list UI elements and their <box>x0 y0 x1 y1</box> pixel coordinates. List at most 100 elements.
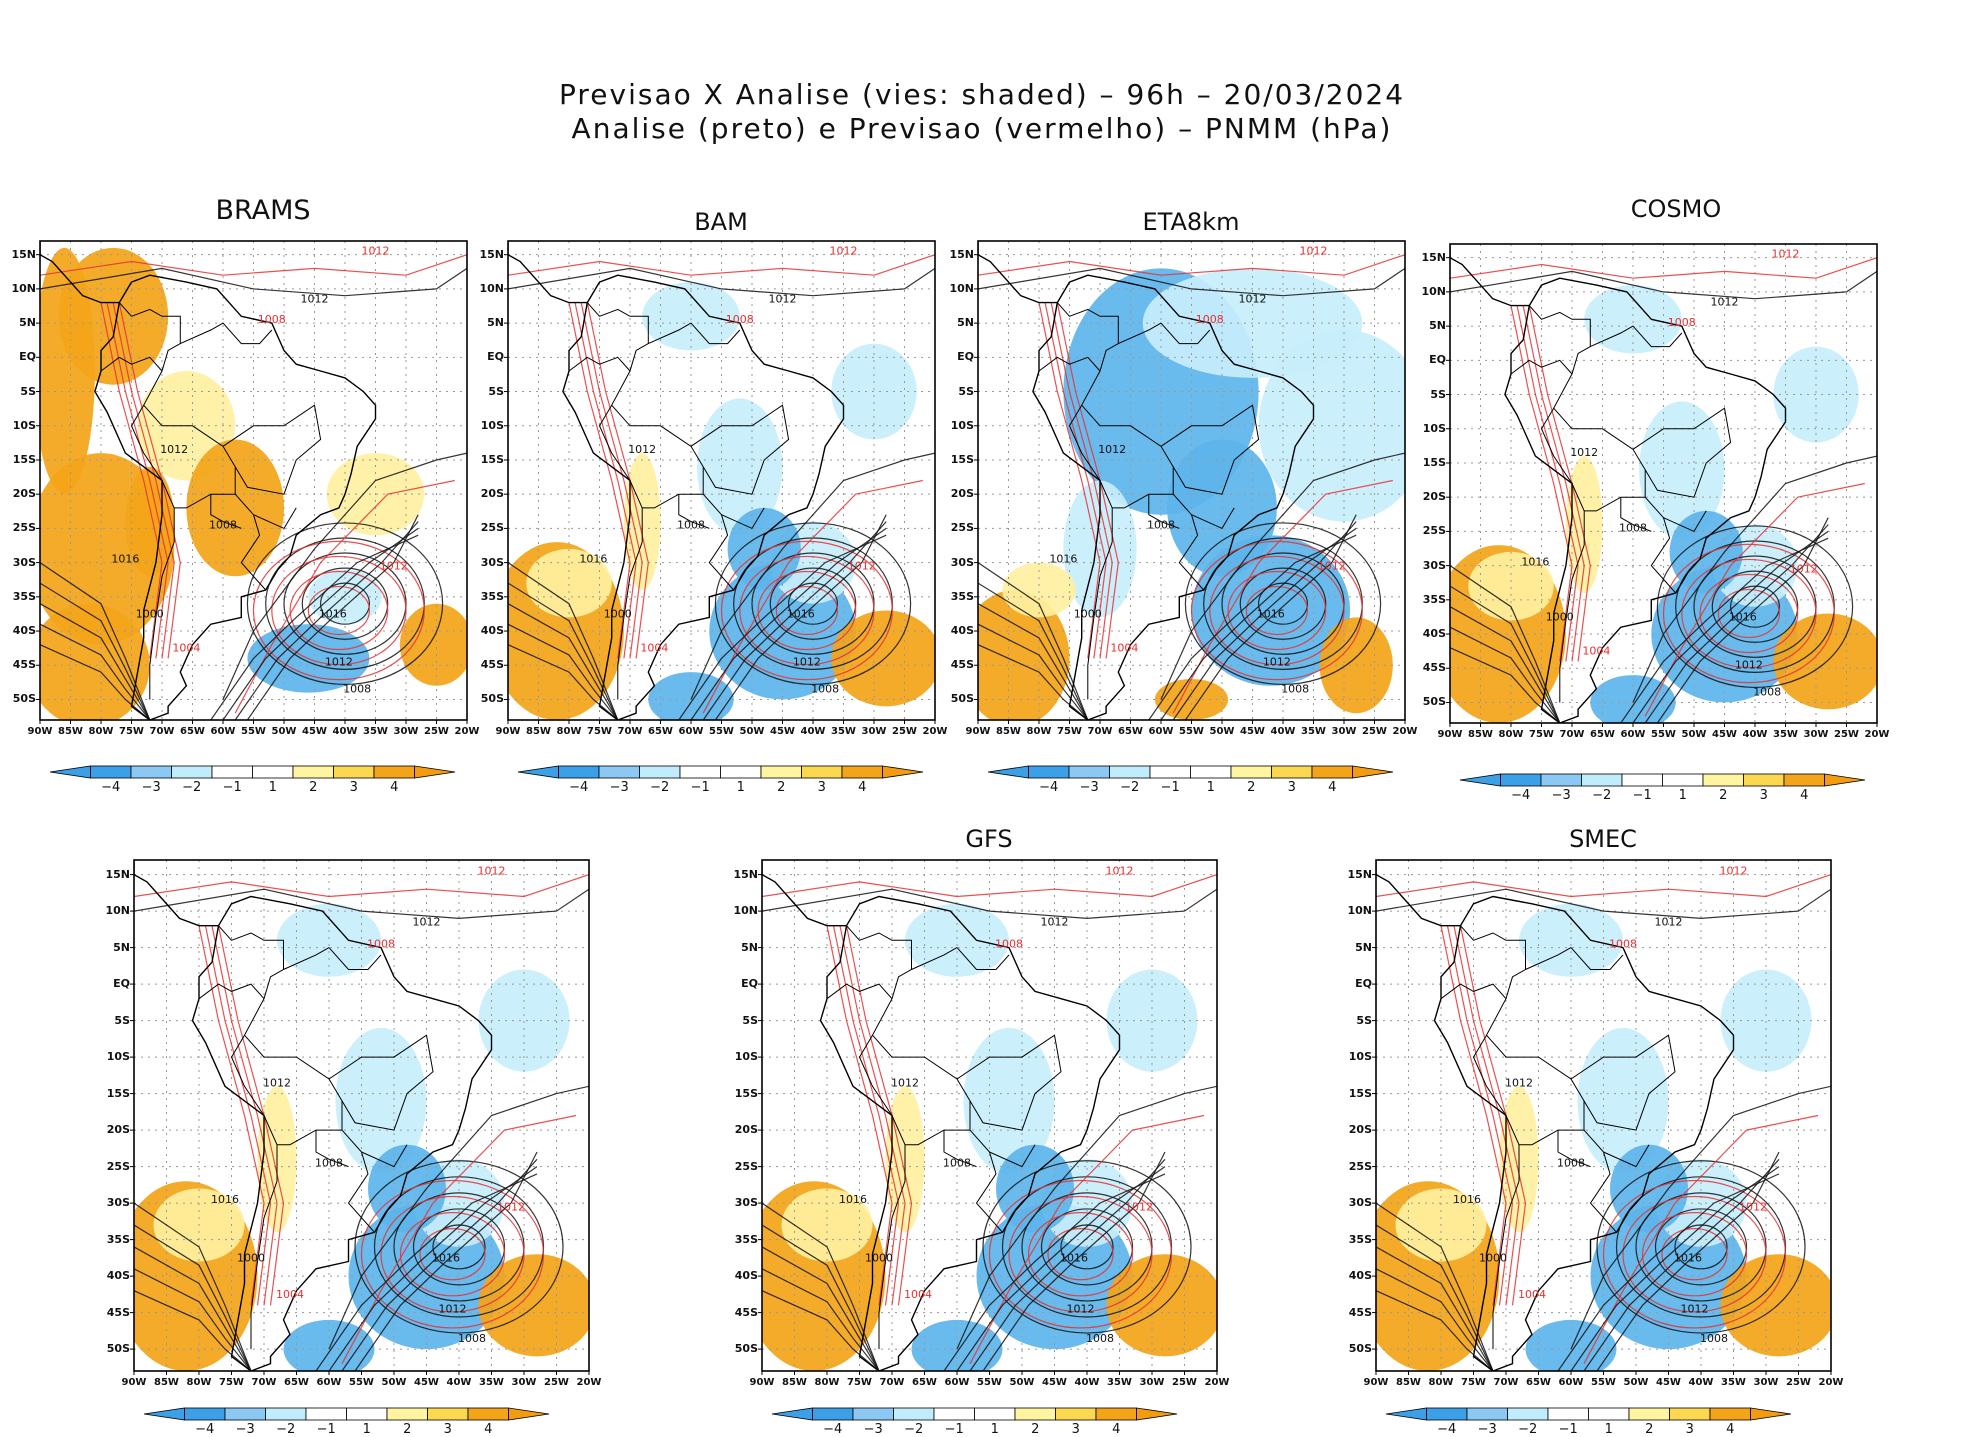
forecast-isobar-label: 1012 <box>848 559 876 572</box>
analysis-isobar-label: 1008 <box>1281 683 1309 696</box>
longitude-tick-label: 55W <box>1651 729 1676 740</box>
longitude-tick-label: 55W <box>977 1377 1002 1388</box>
analysis-isobar-label: 1016 <box>211 1193 239 1206</box>
forecast-isobar <box>1044 302 1107 659</box>
colorbar-label: 3 <box>817 780 826 795</box>
colorbar-label: −3 <box>235 1422 255 1437</box>
country-border <box>678 494 710 529</box>
longitude-tick-label: 30W <box>1139 1377 1165 1388</box>
country-border <box>218 925 284 970</box>
analysis-isobar <box>1376 1246 1494 1371</box>
forecast-isobar <box>1190 540 1363 681</box>
longitude-tick-label: 75W <box>587 726 612 737</box>
longitude-tick-label: 40W <box>332 726 358 737</box>
analysis-isobar-label: 1012 <box>1098 443 1126 456</box>
longitude-tick-label: 45W <box>1240 726 1265 737</box>
longitude-tick-label: 85W <box>996 726 1021 737</box>
longitude-tick-label: 65W <box>284 1377 309 1388</box>
colorbar-segment <box>1507 1407 1549 1421</box>
latitude-tick-label: 20S <box>480 487 504 501</box>
colorbar-label: 4 <box>1726 1422 1735 1437</box>
analysis-isobar <box>1239 567 1327 640</box>
colorbar-label: 1 <box>268 780 277 795</box>
latitude-tick-label: 35S <box>1348 1232 1372 1246</box>
analysis-isobar <box>508 582 619 720</box>
latitude-tick-label: 5S <box>114 1013 130 1027</box>
longitude-tick-label: 20W <box>454 726 480 737</box>
colorbar-label: −1 <box>316 1422 336 1437</box>
analysis-isobar-label: 1016 <box>1521 556 1549 569</box>
longitude-tick-label: 75W <box>1529 729 1554 740</box>
central-america-coastline <box>1450 244 1530 307</box>
analysis-isobar <box>1184 522 1382 686</box>
longitude-tick-label: 55W <box>241 726 266 737</box>
longitude-tick-label: 65W <box>648 726 673 737</box>
analysis-isobar <box>1376 1290 1494 1371</box>
country-border <box>956 1034 1062 1131</box>
colorbar-label: −2 <box>1120 780 1140 795</box>
forecast-isobar-label: 1004 <box>1518 1288 1546 1301</box>
negative-bias-area <box>963 1027 1055 1174</box>
forecast-isobar <box>1717 588 1781 639</box>
colorbar-label: −4 <box>195 1422 215 1437</box>
longitude-tick-label: 45W <box>1042 1377 1067 1388</box>
positive-bias-area <box>186 439 284 577</box>
forecast-isobar <box>1376 874 1831 898</box>
forecast-isobar <box>106 302 169 659</box>
latitude-tick-label: 35S <box>950 589 974 603</box>
analysis-isobar-label: 1016 <box>319 607 347 620</box>
colorbar-label: −4 <box>1511 788 1531 803</box>
longitude-tick-label: 85W <box>782 1377 807 1388</box>
longitude-tick-label: 45W <box>1656 1377 1681 1388</box>
analysis-isobar <box>1060 1224 1114 1270</box>
country-border <box>1485 947 1585 1146</box>
negative-bias-area <box>277 903 381 977</box>
colorbar <box>1385 1407 1792 1421</box>
colorbar-segment <box>1669 1407 1711 1421</box>
panel-title: COSMO <box>1630 195 1722 223</box>
longitude-tick-label: 85W <box>1396 1377 1421 1388</box>
analysis-isobar <box>508 603 619 720</box>
longitude-tick-label: 60W <box>678 726 704 737</box>
colorbar <box>987 765 1394 779</box>
analysis-isobar-label: 1012 <box>1263 655 1291 668</box>
analysis-isobar <box>508 562 619 720</box>
positive-bias-area <box>526 548 612 618</box>
latitude-tick-label: 20S <box>12 487 36 501</box>
analysis-isobar <box>1570 1085 1831 1350</box>
forecast-isobar <box>399 1211 506 1297</box>
colorbar-arrow-right <box>882 765 924 779</box>
analysis-isobar <box>1450 585 1561 723</box>
country-border <box>1570 1034 1676 1131</box>
forecast-isobar-label: 1012 <box>380 559 408 572</box>
latitude-tick-label: 5S <box>1356 1013 1372 1027</box>
country-border <box>690 322 741 345</box>
analysis-isobar-label: 1016 <box>111 553 139 566</box>
colorbar-arrow-right <box>1352 765 1394 779</box>
forecast-isobar-label: 1008 <box>258 313 286 326</box>
colorbar <box>771 1407 1178 1421</box>
colorbar-label: −4 <box>101 780 121 795</box>
country-border <box>230 1034 265 1116</box>
latitude-tick-label: 10S <box>950 418 974 432</box>
forecast-isobar-label: 1012 <box>1720 865 1748 878</box>
country-border <box>1191 507 1235 530</box>
longitude-tick-label: 90W <box>1363 1377 1389 1388</box>
colorbar-label: −3 <box>609 780 629 795</box>
analysis-isobar-label: 1016 <box>839 1193 867 1206</box>
longitude-tick-label: 50W <box>271 726 297 737</box>
forecast-isobar-label: 1004 <box>172 642 200 655</box>
analysis-isobar-label: 1012 <box>263 1076 291 1089</box>
longitude-tick-label: 80W <box>556 726 582 737</box>
country-border <box>690 404 790 495</box>
analysis-isobar-label: 1016 <box>579 553 607 566</box>
analysis-isobar <box>134 1202 252 1371</box>
forecast-isobar <box>112 302 175 659</box>
longitude-tick-label: 75W <box>847 1377 872 1388</box>
negative-bias-area <box>335 1027 427 1174</box>
longitude-tick-label: 50W <box>1209 726 1235 737</box>
forecast-isobar <box>988 1179 1173 1329</box>
colorbar-label: −1 <box>222 780 242 795</box>
analysis-isobar <box>134 1246 252 1371</box>
latitude-tick-label: 5N <box>957 316 974 330</box>
